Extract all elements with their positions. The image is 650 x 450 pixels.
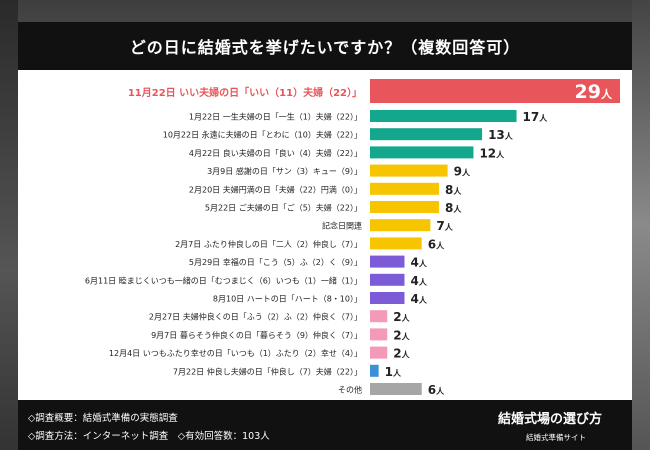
category-label: 3月9日 感謝の日「サン（3）キュー（9）」: [207, 166, 362, 176]
data-label-unit: 人: [402, 331, 411, 341]
bar: [370, 146, 474, 159]
bar: [370, 128, 483, 141]
data-label: 17人: [523, 110, 549, 124]
bar: [370, 328, 388, 341]
category-label: 記念日関連: [322, 221, 362, 231]
data-label: 9人: [454, 165, 471, 179]
category-label: 11月22日 いい夫婦の日「いい（11）夫婦（22）」: [128, 86, 362, 99]
bar: [370, 383, 422, 395]
brand-name: 結婚式場の選び方: [497, 412, 602, 427]
chart-title: どの日に結婚式を挙げたいですか？（複数回答可）: [18, 22, 632, 70]
data-label: 2人: [393, 347, 410, 361]
data-label: 7人: [436, 219, 453, 233]
survey-summary: ◇調査概要：結婚式準備の実態調査: [28, 413, 178, 424]
category-label: 9月7日 暮らそう仲良くの日「暮らそう（9）仲良く（7）」: [151, 330, 362, 340]
data-label: 6人: [428, 383, 445, 397]
data-label-unit: 人: [505, 131, 514, 141]
data-label-unit: 人: [453, 186, 462, 196]
data-label-unit: 人: [601, 87, 613, 101]
data-label-unit: 人: [462, 168, 471, 178]
bar: [370, 79, 620, 103]
data-label-unit: 人: [436, 386, 445, 396]
category-label: 4月22日 良い夫婦の日「良い（4）夫婦（22）」: [189, 148, 362, 158]
background-right-edge: [632, 0, 650, 450]
category-label: 2月27日 夫婦仲良くの日「ふう（2）ふ（2）仲良く（7）」: [149, 312, 362, 322]
bar: [370, 310, 388, 323]
bar: [370, 364, 379, 377]
brand-subtitle: 結婚式準備サイト: [526, 433, 586, 442]
category-label: 6月11日 睦まじくいつも一緒の日「むつまじく（6）いつも（1）一緒（1）」: [85, 275, 362, 285]
footer: ◇調査概要：結婚式準備の実態調査 ◇調査方法：インターネット調査 ◇有効回答数：…: [18, 400, 632, 450]
data-label: 6人: [428, 237, 445, 251]
category-label: 5月29日 幸福の日「こう（5）ふ（2）く（9）」: [189, 258, 362, 267]
bar: [370, 292, 405, 304]
data-label: 2人: [393, 310, 410, 324]
bar: [370, 255, 405, 268]
data-label-unit: 人: [393, 368, 402, 378]
bar: [370, 110, 517, 122]
data-label-unit: 人: [402, 350, 411, 360]
data-label: 13人: [488, 128, 514, 142]
bar: [370, 182, 439, 195]
bar: [370, 201, 439, 213]
category-label: 12月4日 いつもふたり幸せの日「いつも（1）ふたり（2）幸せ（4）」: [109, 349, 362, 358]
data-label-unit: 人: [445, 222, 454, 232]
category-label: 1月22日 一生夫婦の日「一生（1）夫婦（22）」: [189, 112, 362, 122]
bar: [370, 237, 422, 250]
data-label-unit: 人: [402, 313, 411, 323]
data-label: 4人: [410, 256, 427, 270]
background-left-edge: [0, 0, 18, 450]
category-label: その他: [338, 385, 362, 395]
data-label: 12人: [479, 146, 505, 160]
data-label: 4人: [410, 292, 427, 306]
data-label-unit: 人: [436, 240, 445, 250]
bar: [370, 219, 431, 232]
data-label-unit: 人: [539, 113, 548, 123]
bar: [370, 164, 448, 177]
data-label: 2人: [393, 328, 410, 342]
bar: [370, 346, 388, 359]
data-label-unit: 人: [419, 277, 428, 287]
chart-panel: 11月22日 いい夫婦の日「いい（11）夫婦（22）」 29人 1月22日 一生夫婦…: [18, 70, 632, 400]
data-label-unit: 人: [419, 295, 428, 305]
survey-method: ◇調査方法：インターネット調査 ◇有効回答数：103人: [28, 431, 270, 442]
data-label-unit: 人: [496, 149, 505, 159]
data-label: 4人: [410, 274, 427, 288]
category-label: 2月7日 ふたり仲良しの日「二人（2）仲良し（7）」: [175, 239, 362, 249]
data-label-unit: 人: [453, 204, 462, 214]
category-label: 8月10日 ハートの日「ハート（8・10）」: [213, 295, 362, 304]
data-label: 8人: [445, 183, 462, 197]
data-label-unit: 人: [419, 259, 428, 269]
category-label: 10月22日 永遠に夫婦の日「とわに（10）夫婦（22）」: [163, 130, 362, 140]
category-label: 7月22日 仲良し夫婦の日「仲良し（7）夫婦（22）」: [173, 366, 362, 376]
bar: [370, 273, 405, 286]
data-label: 8人: [445, 201, 462, 215]
category-label: 5月22日 ご夫婦の日「ご（5）夫婦（22）」: [205, 203, 362, 213]
data-label: 1人: [385, 365, 402, 379]
category-label: 2月20日 夫婦円満の日「夫婦（22）円満（0）」: [189, 184, 362, 194]
